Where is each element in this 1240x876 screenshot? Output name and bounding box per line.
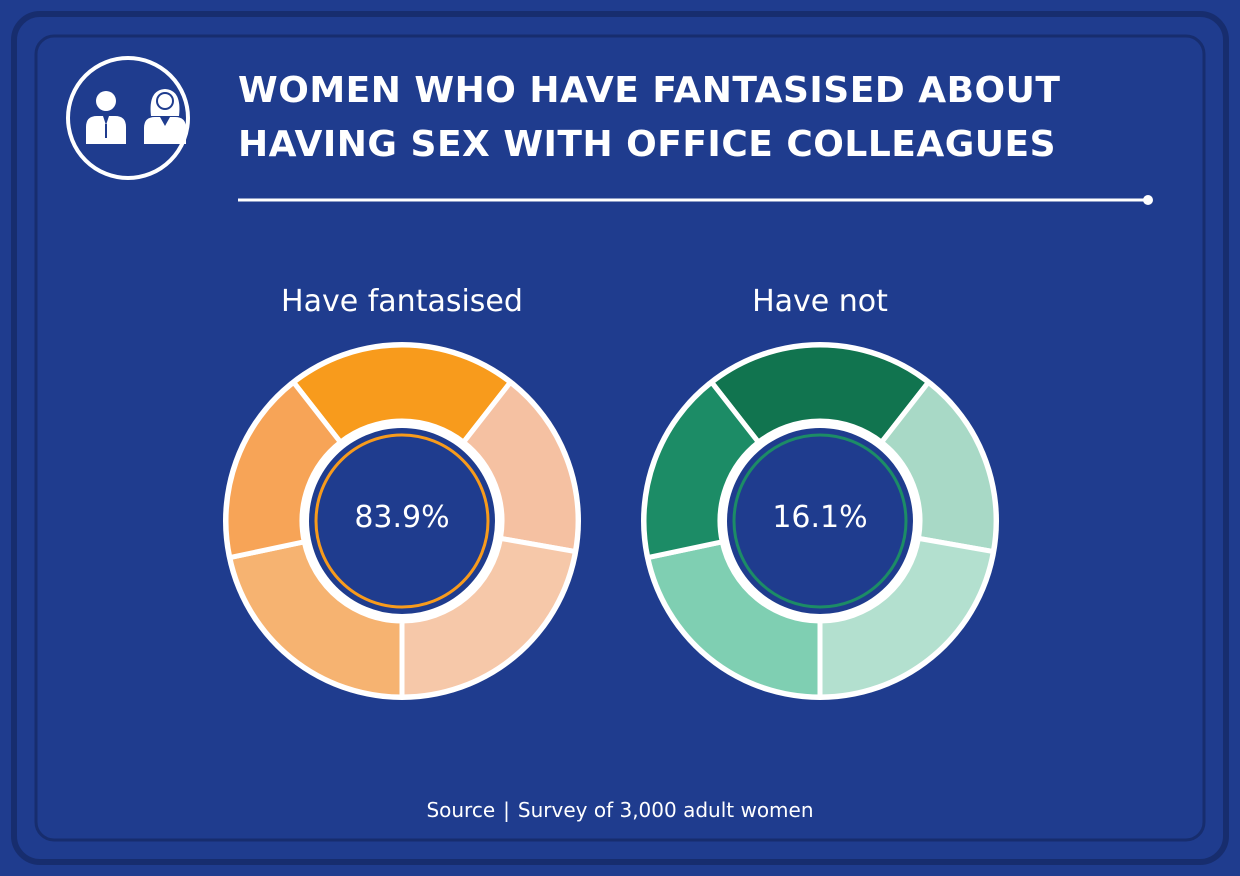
value-ring-have-not [732,433,908,609]
donut-segment-have-not-4 [645,539,823,700]
donut-segment-fantasised-4 [227,539,405,700]
donut-segment-have-not-3 [817,535,996,700]
donut-segment-have-not-2 [879,379,999,555]
donut-segment-fantasised-5 [223,379,343,561]
inner-frame [34,34,1206,842]
title-line-1: Women who have fantasised about [238,70,1061,111]
chart-label-have-fantasised: Have fantasised [281,284,523,319]
title-line-2: having sex with office colleagues [238,124,1057,165]
donut-segment-have-not-5 [641,379,761,561]
source-separator: | [503,798,510,822]
value-ring-fantasised [314,433,490,609]
source-label: Source [426,798,496,822]
outer-frame [11,11,1229,865]
icon-ring [66,56,190,180]
donut-hole-fantasised [309,428,495,614]
underline-dot [1143,195,1153,205]
value-label-have-not: 16.1% [772,500,868,535]
source-note: Source | Survey of 3,000 adult women [0,798,1240,822]
donut-segment-fantasised-2 [461,379,581,555]
people-icon [66,56,190,180]
donut-segment-have-not-1 [709,342,931,445]
donut-hole-have-not [727,428,913,614]
value-label-have-fantasised: 83.9% [354,500,450,535]
donut-segment-fantasised-3 [399,535,578,700]
chart-label-have-not: Have not [752,284,888,319]
male-office-worker-icon [86,91,126,144]
donut-have-not [641,342,999,700]
female-office-worker-icon [144,89,186,144]
donut-have-fantasised [223,342,581,700]
source-text: Survey of 3,000 adult women [517,798,814,822]
donut-segment-fantasised-1 [291,342,513,445]
